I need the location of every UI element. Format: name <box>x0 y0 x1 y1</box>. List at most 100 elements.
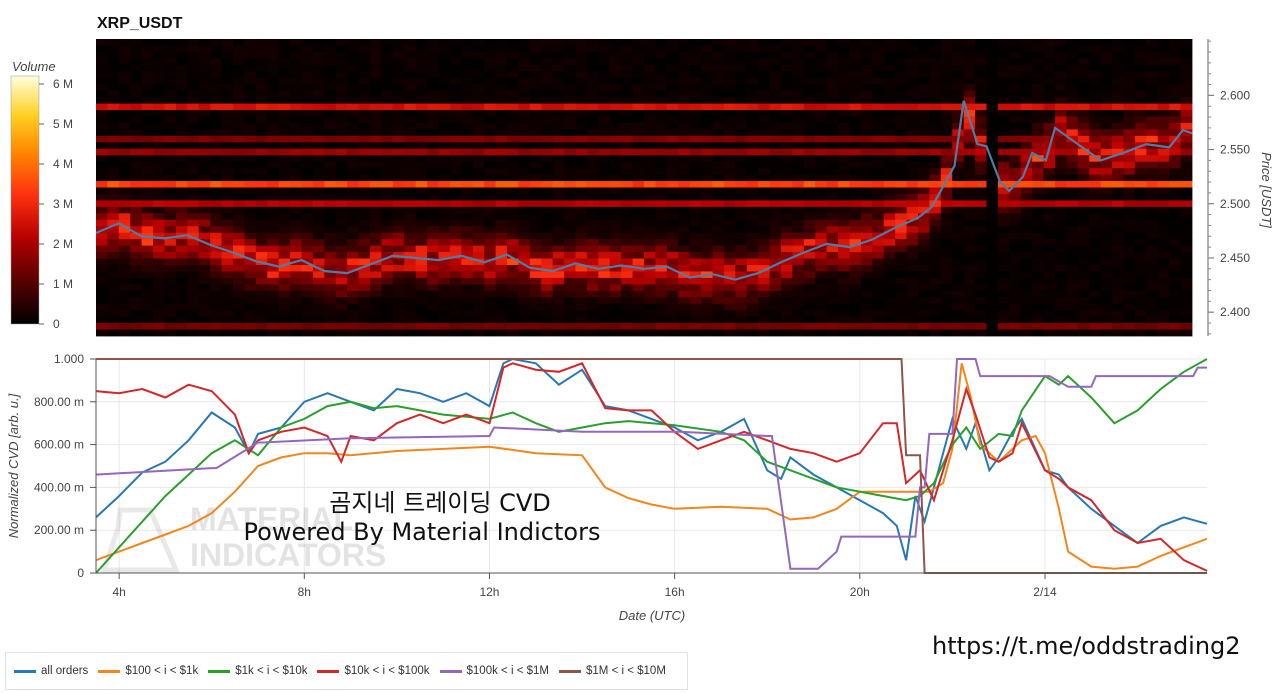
heatmap-cell <box>1089 174 1102 182</box>
legend-item[interactable]: all orders <box>14 665 88 677</box>
heatmap-cell <box>484 187 496 195</box>
heatmap-cell <box>1146 64 1159 72</box>
heatmap-cell <box>986 213 999 221</box>
heatmap-cell <box>803 103 816 111</box>
heatmap-cell <box>860 310 873 318</box>
heatmap-cell <box>278 316 291 324</box>
heatmap-cell <box>290 226 302 234</box>
heatmap-cell <box>153 142 165 150</box>
heatmap-cell <box>347 239 359 247</box>
heatmap-cell <box>358 226 371 234</box>
heatmap-cell <box>609 129 622 137</box>
heatmap-cell <box>324 187 337 195</box>
legend-item[interactable]: $100k < i < $1M <box>439 665 549 677</box>
heatmap-cell <box>541 181 554 188</box>
legend-item[interactable]: $1M < i < $10M <box>559 665 666 677</box>
heatmap-cell <box>187 252 200 259</box>
heatmap-cell <box>552 64 565 72</box>
heatmap-cell <box>1020 213 1033 221</box>
heatmap-cell <box>187 174 200 182</box>
heatmap-cell <box>655 329 668 337</box>
heatmap-cell <box>1123 77 1136 85</box>
heatmap-cell <box>849 148 862 156</box>
heatmap-cell <box>621 200 633 208</box>
heatmap-cell <box>301 245 314 253</box>
heatmap-cell <box>1032 271 1044 279</box>
heatmap-cell <box>278 323 291 330</box>
heatmap-cell <box>918 297 930 305</box>
heatmap-cell <box>1043 90 1056 98</box>
heatmap-cell <box>963 213 976 221</box>
heatmap-cell <box>701 174 713 182</box>
heatmap-cell <box>312 284 325 292</box>
heatmap-cell <box>621 187 633 195</box>
legend-item[interactable]: $1k < i < $10k <box>208 665 307 677</box>
heatmap-cell <box>1169 271 1181 279</box>
heatmap-cell <box>370 329 382 337</box>
heatmap-cell <box>1157 129 1170 137</box>
heatmap-cell <box>278 64 291 72</box>
heatmap-cell <box>883 200 896 208</box>
heatmap-cell <box>838 129 850 137</box>
heatmap-cell <box>621 142 633 150</box>
heatmap-cell <box>815 77 828 85</box>
heatmap-cell <box>997 323 1010 330</box>
heatmap-cell <box>335 258 348 266</box>
heatmap-cell <box>301 232 314 240</box>
legend-item[interactable]: $100 < i < $1k <box>98 665 198 677</box>
heatmap-cell <box>1066 77 1079 85</box>
heatmap-cell <box>1089 193 1102 201</box>
heatmap-cell <box>404 193 417 201</box>
heatmap-cell <box>769 181 782 188</box>
heatmap-cell <box>963 323 976 330</box>
heatmap-cell <box>438 226 451 234</box>
heatmap-cell <box>860 245 873 253</box>
heatmap-cell <box>1055 155 1067 163</box>
heatmap-cell <box>918 239 930 247</box>
heatmap-cell <box>438 181 451 188</box>
heatmap-cell <box>438 258 451 266</box>
heatmap-cell <box>1032 97 1044 104</box>
heatmap-cell <box>975 258 987 266</box>
heatmap-cell <box>1055 148 1067 156</box>
heatmap-cell <box>826 232 839 240</box>
heatmap-cell <box>666 174 679 182</box>
heatmap-cell <box>415 297 428 305</box>
heatmap-cell <box>735 187 748 195</box>
heatmap-cell <box>495 71 508 79</box>
heatmap-cell <box>335 168 348 175</box>
heatmap-cell <box>632 135 645 143</box>
heatmap-cell <box>529 290 542 298</box>
heatmap-cell <box>221 252 234 259</box>
heatmap-cell <box>1077 323 1090 330</box>
heatmap-cell <box>210 77 222 85</box>
heatmap-cell <box>1157 271 1170 279</box>
heatmap-cell <box>267 45 280 53</box>
heatmap-cell <box>838 51 850 59</box>
heatmap-cell <box>164 77 177 85</box>
heatmap-cell <box>278 284 291 292</box>
heatmap-cell <box>130 193 143 201</box>
heatmap-cell <box>130 219 143 227</box>
heatmap-cell <box>107 122 120 130</box>
heatmap-cell <box>997 219 1010 227</box>
heatmap-cell <box>358 290 371 298</box>
heatmap-cell <box>1009 51 1022 59</box>
legend-item[interactable]: $10k < i < $100k <box>317 665 430 677</box>
heatmap-cell <box>621 329 633 337</box>
heatmap-cell <box>952 329 965 337</box>
heatmap-cell <box>495 290 508 298</box>
heatmap-cell <box>541 310 554 318</box>
heatmap-cell <box>507 77 519 85</box>
heatmap-cell <box>781 64 793 72</box>
heatmap-cell <box>952 64 965 72</box>
heatmap-cell <box>632 58 645 66</box>
heatmap-cell <box>255 129 268 137</box>
legend-label: $1k < i < $10k <box>235 665 308 677</box>
heatmap-cell <box>358 97 371 104</box>
heatmap-cell <box>1169 316 1181 324</box>
heatmap-cell <box>1089 51 1102 59</box>
heatmap-cell <box>107 277 120 285</box>
heatmap-cell <box>370 71 382 79</box>
